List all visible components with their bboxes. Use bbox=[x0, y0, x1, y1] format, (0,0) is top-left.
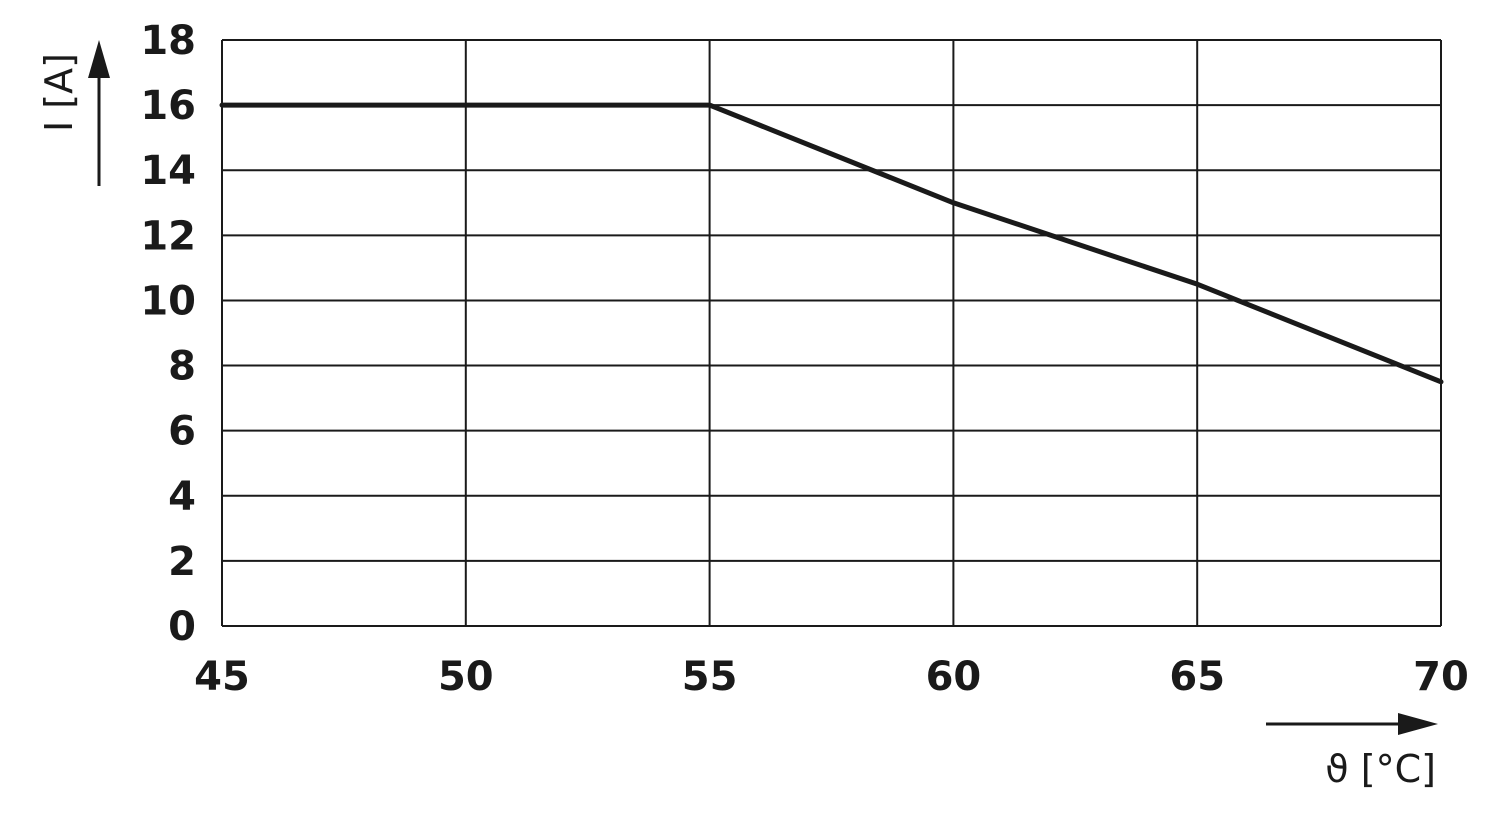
y-axis-label: I [A] bbox=[37, 53, 81, 132]
grid bbox=[221, 39, 1442, 627]
x-tick-label: 45 bbox=[194, 654, 250, 700]
x-axis-arrow-icon bbox=[1398, 713, 1438, 735]
y-axis-label-group: I [A] bbox=[37, 40, 110, 186]
series bbox=[219, 102, 1444, 385]
series-line bbox=[219, 102, 1444, 385]
y-tick-label: 2 bbox=[168, 539, 196, 585]
y-tick-label: 14 bbox=[140, 148, 196, 194]
y-axis-arrow-icon bbox=[88, 40, 110, 78]
x-tick-label: 70 bbox=[1413, 654, 1469, 700]
y-tick-label: 8 bbox=[168, 344, 196, 390]
y-tick-label: 12 bbox=[140, 213, 196, 259]
y-tick-label: 10 bbox=[140, 278, 196, 324]
x-axis-label: ϑ [°C] bbox=[1325, 747, 1436, 791]
y-tick-label: 4 bbox=[168, 474, 196, 520]
y-tick-label: 18 bbox=[140, 18, 196, 64]
y-tick-label: 16 bbox=[140, 83, 196, 129]
x-axis-label-group: ϑ [°C] bbox=[1266, 713, 1438, 791]
y-tick-label: 6 bbox=[168, 409, 196, 455]
x-tick-label: 50 bbox=[438, 654, 494, 700]
y-tick-label: 0 bbox=[168, 604, 196, 650]
x-tick-label: 60 bbox=[926, 654, 982, 700]
x-tick-label: 55 bbox=[682, 654, 738, 700]
tick-labels: 0 2 4 6 8 10 12 14 16 18 45 50 55 60 65 70 bbox=[140, 18, 1469, 700]
x-tick-label: 65 bbox=[1169, 654, 1225, 700]
